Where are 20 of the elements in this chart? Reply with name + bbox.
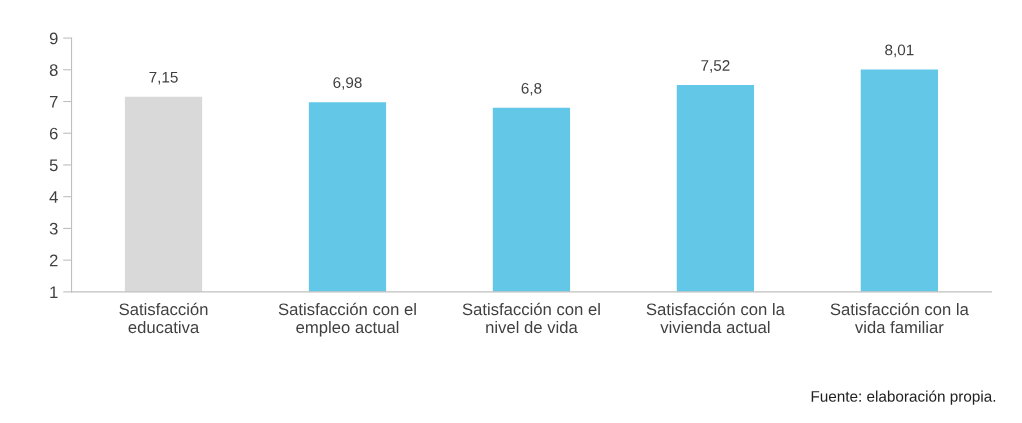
data-label: 6,8 [521,82,542,96]
data-label: 7,52 [701,60,730,73]
data-label: 6,98 [333,77,362,90]
y-tick-label: 3 [49,222,58,235]
data-label: 7,15 [149,71,178,85]
y-tick-label: 5 [49,159,58,172]
y-tick-label: 6 [49,127,58,140]
data-label: 8,01 [885,44,914,58]
x-tick-label: Satisfacción con la vivienda actual [646,302,785,334]
y-tick-label: 7 [49,96,58,108]
x-tick-label: Satisfacción educativa [119,302,208,334]
x-tick-label: Satisfacción con el empleo actual [278,302,416,337]
y-tick-label: 4 [49,191,58,203]
y-tick-label: 1 [50,286,58,298]
x-tick-label: Satisfacción con el nivel de vida [462,302,600,334]
x-tick-label: Satisfacción con la vida familiar [830,302,969,334]
y-tick-label: 8 [49,64,58,76]
source-note: Fuente: elaboración propia. [811,390,996,405]
y-tick-label: 2 [49,254,58,267]
y-tick-label: 9 [49,32,58,45]
